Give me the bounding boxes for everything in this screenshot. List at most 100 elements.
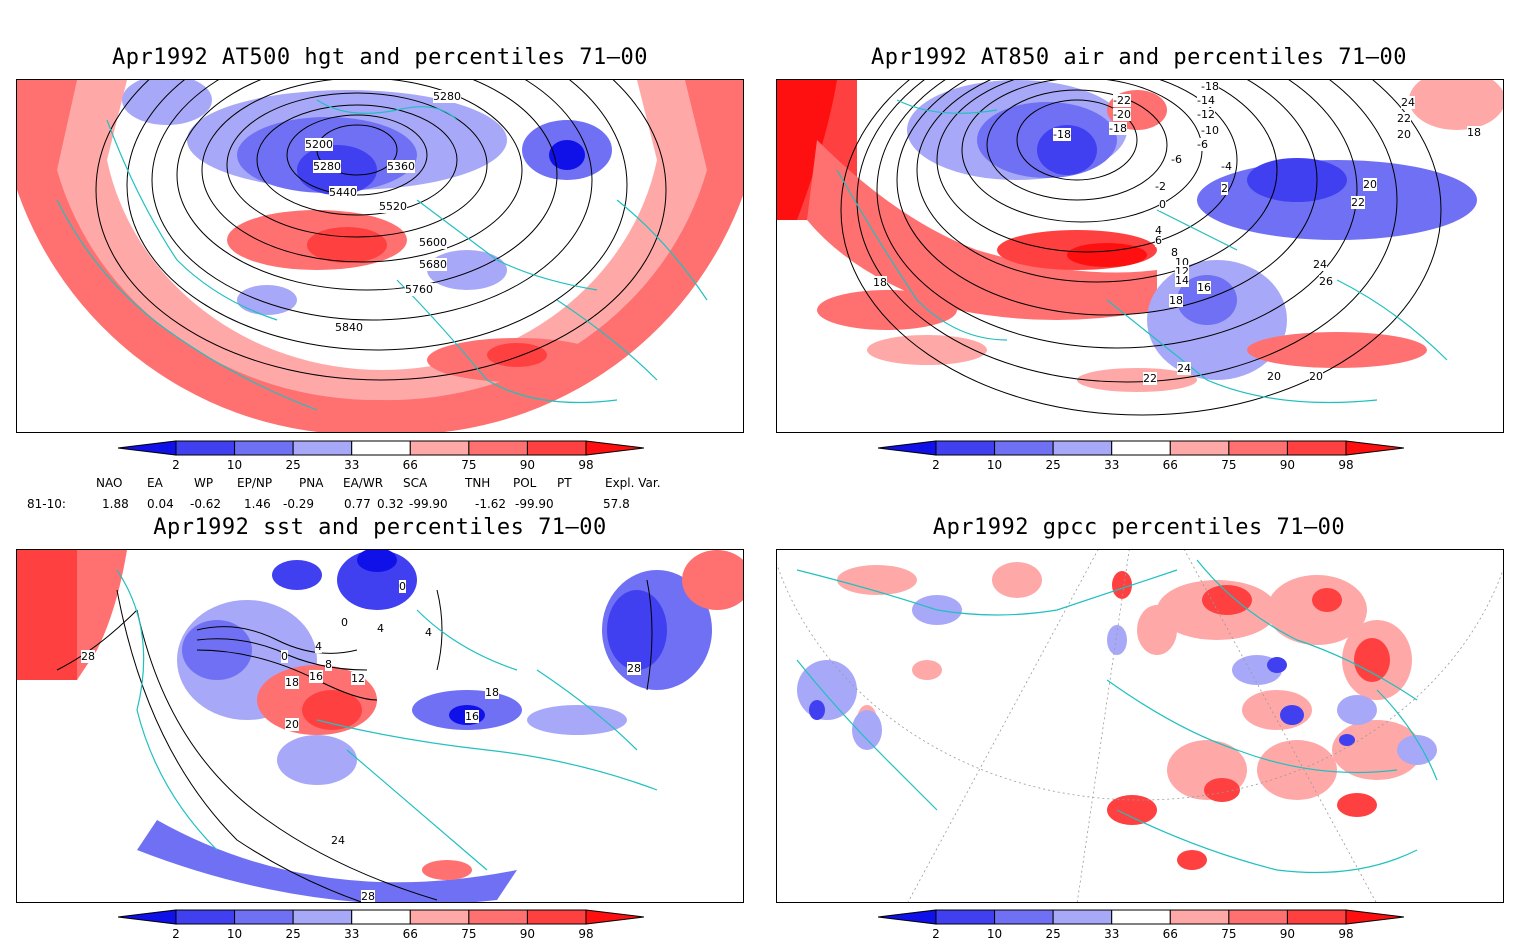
contour-label: 8 xyxy=(1171,246,1178,259)
contour-label: 20 xyxy=(1309,370,1323,383)
colorbar-arrow-high xyxy=(585,909,644,925)
colorbar-arrow-high xyxy=(1345,909,1404,925)
colorbar-gpcc: 2 10 25 33 66 75 90 98 xyxy=(878,909,1404,945)
index-value: -99.90 xyxy=(409,497,448,511)
contour-label: 24 xyxy=(1401,96,1415,109)
contour-label: 24 xyxy=(331,834,345,847)
index-header: PT xyxy=(557,476,572,490)
map-gpcc xyxy=(777,550,1503,902)
colorbar-arrow-high xyxy=(585,440,644,456)
colorbar-label: 90 xyxy=(519,927,536,941)
contour-label: 28 xyxy=(627,662,641,675)
contour-label: 5200 xyxy=(305,138,333,151)
colorbar-segment xyxy=(351,909,411,925)
colorbar-strip xyxy=(118,440,644,456)
contour-label: 5760 xyxy=(405,283,433,296)
contour-label: 0 xyxy=(399,580,406,593)
contour-label: 18 xyxy=(1169,294,1183,307)
colorbar-label: 75 xyxy=(461,927,477,941)
contour-label: -6 xyxy=(1197,138,1208,151)
contour-label: 12 xyxy=(351,672,365,685)
colorbar-label: 33 xyxy=(1104,458,1120,472)
colorbar-segment xyxy=(1052,909,1113,925)
colorbar-strip xyxy=(878,909,1404,925)
colorbar-segment xyxy=(234,440,294,456)
colorbar-label: 10 xyxy=(226,927,243,941)
index-header: EP/NP xyxy=(237,476,273,490)
colorbar-segment xyxy=(1169,909,1230,925)
contour-label: 4 xyxy=(425,626,432,639)
index-header: EA xyxy=(147,476,163,490)
contour-label: 20 xyxy=(1397,128,1411,141)
colorbar-label: 90 xyxy=(1279,927,1296,941)
colorbar-label: 75 xyxy=(1221,458,1237,472)
index-value: 0.04 xyxy=(147,497,174,511)
colorbar-label: 98 xyxy=(578,927,594,941)
contour-label: 5280 xyxy=(433,90,461,103)
index-header: POL xyxy=(513,476,537,490)
index-value: 0.77 xyxy=(344,497,371,511)
contour-label: 22 xyxy=(1351,196,1365,209)
contour-label: 5600 xyxy=(419,236,447,249)
colorbar-segment xyxy=(468,909,528,925)
contour-label: -22 xyxy=(1113,94,1131,107)
colorbar-segment xyxy=(935,909,996,925)
colorbar-segment xyxy=(409,909,470,925)
index-header: PNA xyxy=(299,476,324,490)
contour-label: 22 xyxy=(1143,372,1157,385)
colorbar-label: 75 xyxy=(1221,927,1237,941)
contour-label: 20 xyxy=(1267,370,1281,383)
colorbar-label: 98 xyxy=(578,458,594,472)
colorbar-segment xyxy=(234,909,294,925)
index-header: TNH xyxy=(465,476,491,490)
index-row-label: 81-10: xyxy=(27,497,66,511)
colorbar-label: 66 xyxy=(1162,927,1178,941)
colorbar-segment xyxy=(526,909,587,925)
colorbar-segment xyxy=(292,909,353,925)
colorbar-segment xyxy=(1111,440,1171,456)
index-header: EA/WR xyxy=(343,476,384,490)
contour-label: 28 xyxy=(81,650,95,663)
colorbar-label: 25 xyxy=(1045,927,1061,941)
panel-title-sst: Apr1992 sst and percentiles 71–00 xyxy=(153,515,607,540)
contour-label: 4 xyxy=(377,622,384,635)
colorbar-strip xyxy=(878,440,1404,456)
contour-label: -12 xyxy=(1197,108,1215,121)
contour-label: 5840 xyxy=(335,321,363,334)
contour-label: -4 xyxy=(1221,160,1232,173)
contour-label: 20 xyxy=(285,718,299,731)
colorbar-segment xyxy=(292,440,353,456)
index-header: Expl. Var. xyxy=(605,476,661,490)
index-header: WP xyxy=(194,476,214,490)
contour-label: 2 xyxy=(1221,182,1228,195)
map-panel-gpcc xyxy=(776,549,1504,903)
colorbar-label: 10 xyxy=(986,458,1003,472)
contour-label: -18 xyxy=(1201,80,1219,93)
colorbar-segment xyxy=(1111,909,1171,925)
colorbar-label: 98 xyxy=(1338,927,1354,941)
contour-label: 16 xyxy=(309,670,323,683)
colorbar-air: 2 10 25 33 66 75 90 98 xyxy=(878,440,1404,476)
colorbar-label: 2 xyxy=(932,458,940,472)
colorbar-sst: 2 10 25 33 66 75 90 98 xyxy=(118,909,644,945)
contour-label: 18 xyxy=(1467,126,1481,139)
contour-label: 5280 xyxy=(313,160,341,173)
colorbar-label: 75 xyxy=(461,458,477,472)
map-hgt xyxy=(17,80,743,432)
colorbar-label: 25 xyxy=(1045,458,1061,472)
contour-label: 26 xyxy=(1319,275,1333,288)
colorbar-segment xyxy=(1228,909,1288,925)
index-value: -0.62 xyxy=(190,497,222,511)
contour-label: 0 xyxy=(1159,198,1166,211)
colorbar-label: 66 xyxy=(402,927,418,941)
colorbar-label: 90 xyxy=(519,458,536,472)
index-value: -1.62 xyxy=(475,497,507,511)
colorbar-label: 90 xyxy=(1279,458,1296,472)
index-header: NAO xyxy=(96,476,123,490)
contour-label: 18 xyxy=(873,276,887,289)
colorbar-label: 25 xyxy=(285,458,301,472)
colorbar-arrow-low xyxy=(878,909,937,925)
map-panel-hgt: 5280 5200 5280 5360 5440 5520 5600 5680 … xyxy=(16,79,744,433)
colorbar-segment xyxy=(935,440,996,456)
colorbar-arrow-low xyxy=(118,440,177,456)
